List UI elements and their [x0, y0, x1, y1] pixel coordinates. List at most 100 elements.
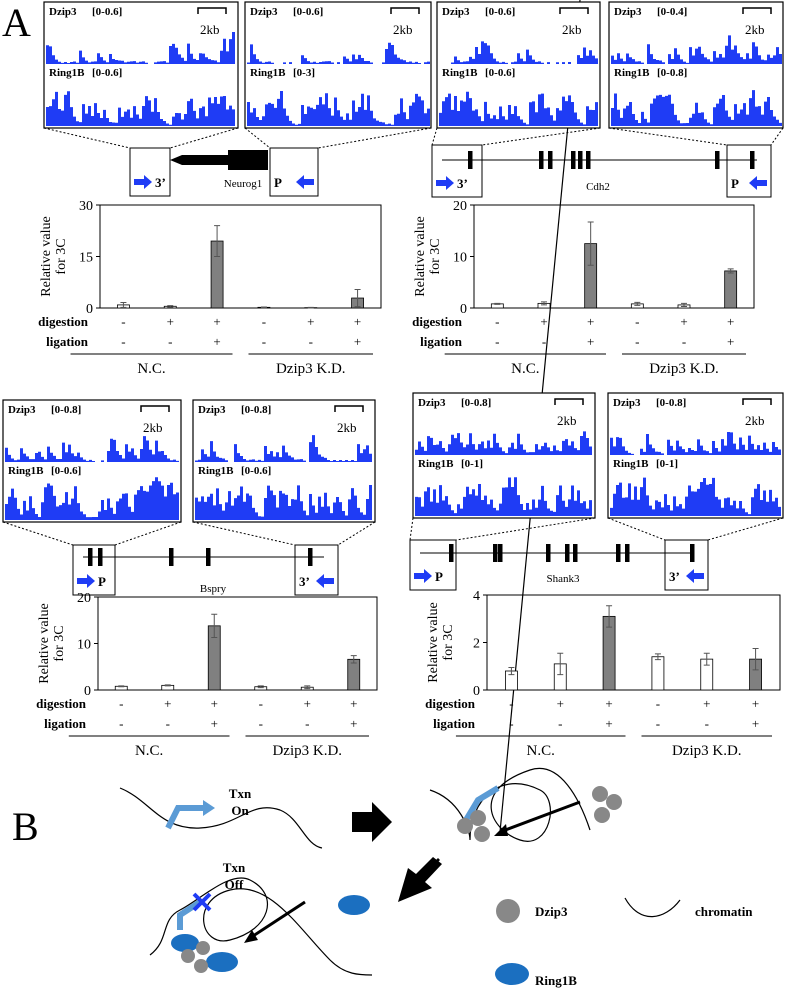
- track-name: Ring1B: [49, 67, 85, 79]
- error-bar: [494, 302, 501, 305]
- ring1b-mark: [338, 895, 370, 915]
- group-label: N.C.: [137, 361, 165, 377]
- error-bar: [307, 306, 314, 309]
- dzip3-mark: [470, 810, 486, 826]
- track-range: [0-0.8]: [241, 404, 271, 416]
- zoom-guide: [409, 517, 596, 541]
- y-tick-label: 4: [473, 589, 480, 604]
- exon: [98, 548, 103, 566]
- exon: [586, 151, 591, 169]
- group-label: N.C.: [527, 743, 555, 759]
- y-tick-label: 15: [79, 251, 93, 266]
- track-name: Dzip3: [250, 6, 278, 18]
- condition-sign: -: [121, 314, 125, 329]
- signal-track: [611, 35, 782, 64]
- region-box: [294, 544, 339, 596]
- condition-sign: -: [119, 696, 123, 711]
- y-tick-label: 10: [77, 638, 91, 653]
- condition-sign: +: [354, 334, 361, 349]
- condition-sign: +: [587, 334, 594, 349]
- region-arrow: [296, 175, 314, 189]
- track-name: Ring1B: [614, 67, 650, 79]
- error-bar: [164, 684, 171, 687]
- model-diagram: [119, 0, 681, 985]
- y-axis-label: for 3C: [428, 238, 443, 274]
- scale-label: 2kb: [200, 22, 220, 37]
- condition-sign: +: [540, 314, 547, 329]
- chromatin-curve: [119, 787, 323, 849]
- condition-sign: -: [509, 716, 513, 731]
- scale-bar: [334, 405, 364, 412]
- scale-label: 2kb: [143, 420, 163, 435]
- group-label: Dzip3 K.D.: [272, 743, 342, 759]
- condition-sign: +: [307, 314, 314, 329]
- panel-label: A: [2, 0, 31, 45]
- error-bar: [752, 647, 759, 671]
- condition-sign: -: [305, 716, 309, 731]
- track-range: [0-0.8]: [51, 404, 81, 416]
- error-bar: [508, 666, 515, 676]
- group-label: Dzip3 K.D.: [649, 361, 719, 377]
- track-name: Dzip3: [198, 404, 226, 416]
- scale-bar: [554, 398, 584, 405]
- track-range: [0-0.6]: [485, 6, 515, 18]
- y-tick-label: 0: [86, 302, 93, 317]
- track-window: [43, 1, 239, 129]
- track-name: Ring1B: [442, 67, 478, 79]
- condition-sign: +: [752, 696, 759, 711]
- exon: [169, 548, 174, 566]
- track-range: [0-0.4]: [657, 6, 687, 18]
- scale-label: 2kb: [393, 22, 413, 37]
- gene-name: Shank3: [547, 573, 581, 585]
- row-label: ligation: [44, 716, 87, 731]
- condition-sign: -: [121, 334, 125, 349]
- region-label: 3’: [457, 176, 468, 191]
- group-label: N.C.: [135, 743, 163, 759]
- chromatin-curve: [429, 767, 591, 842]
- condition-sign: +: [727, 334, 734, 349]
- signal-track: [415, 431, 592, 455]
- error-bar: [703, 652, 710, 666]
- row-label: ligation: [433, 716, 476, 731]
- plot-frame: [99, 204, 382, 309]
- track-range: [0-0.8]: [656, 397, 686, 409]
- row-label: digestion: [425, 696, 476, 711]
- exon: [750, 151, 755, 169]
- region-box: [409, 539, 457, 591]
- y-axis-label: for 3C: [52, 625, 67, 661]
- track-range: [0-0.6]: [51, 465, 81, 477]
- y-axis-label: Relative value: [37, 603, 52, 683]
- condition-sign: -: [166, 716, 170, 731]
- region-arrow: [316, 574, 334, 588]
- row-label: digestion: [36, 696, 87, 711]
- txn-arrow: [165, 805, 205, 830]
- y-tick-label: 30: [79, 199, 93, 214]
- region-arrow: [749, 176, 767, 190]
- legend-ring1b: [495, 963, 529, 985]
- y-tick-label: 20: [453, 199, 467, 214]
- region-label: P: [435, 569, 443, 584]
- region-label: 3’: [299, 574, 310, 589]
- signal-track: [451, 41, 598, 64]
- y-axis-label: for 3C: [441, 624, 456, 660]
- error-bar: [606, 605, 613, 628]
- track-range: [0-0.6]: [241, 465, 271, 477]
- condition-sign: +: [211, 716, 218, 731]
- gene-body: [170, 150, 268, 170]
- y-axis-label: Relative value: [413, 216, 428, 296]
- error-bar: [260, 306, 267, 309]
- txn-label: Off: [225, 877, 244, 892]
- binding-arrow: [499, 800, 581, 834]
- binding-arrow: [249, 900, 306, 940]
- exon: [539, 151, 544, 169]
- exon: [88, 548, 93, 566]
- bar: [347, 658, 361, 691]
- exon: [571, 151, 576, 169]
- signal-track: [46, 91, 235, 126]
- track-name: Ring1B: [418, 458, 454, 470]
- scale-bar: [140, 405, 170, 412]
- txn-arrow: [177, 899, 202, 930]
- track-name: Ring1B: [198, 465, 234, 477]
- signal-track: [610, 432, 781, 455]
- error-bar: [727, 268, 734, 274]
